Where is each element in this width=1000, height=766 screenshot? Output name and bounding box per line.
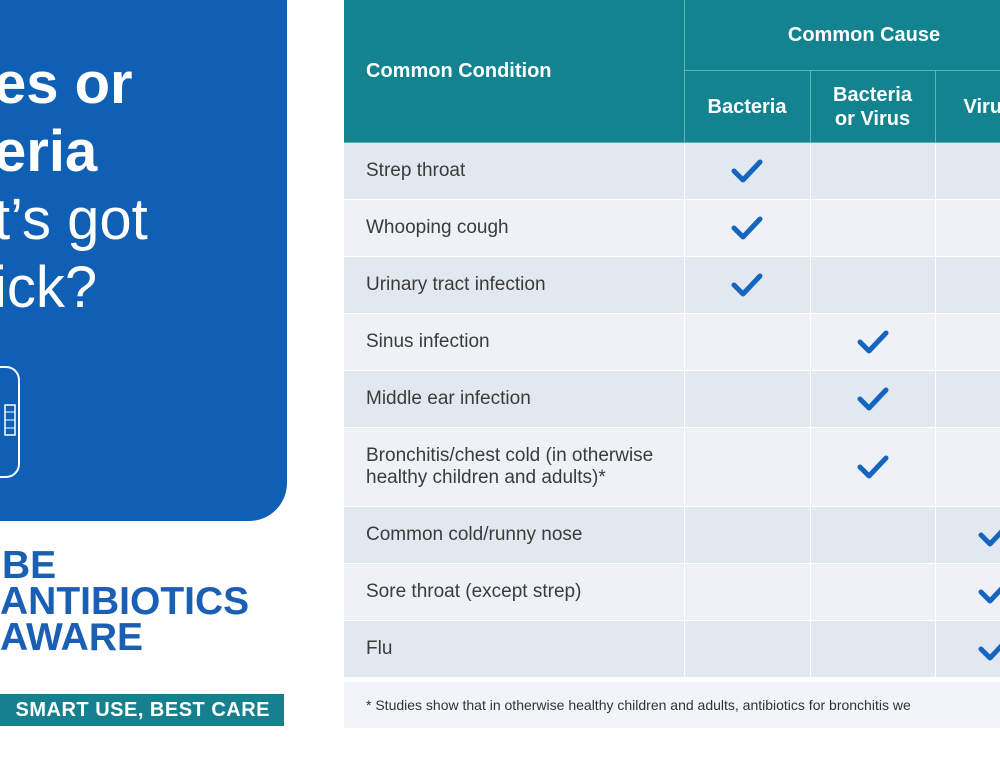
- cause-cell: [810, 256, 936, 314]
- cause-cell: [810, 427, 936, 507]
- cause-cell: [810, 370, 936, 428]
- bacteria-header: Bacteria: [684, 70, 811, 143]
- cause-cell: [935, 370, 1000, 428]
- checkmark-icon: [731, 159, 763, 183]
- headline-line-1: es or: [0, 51, 133, 116]
- cause-cell: [810, 620, 936, 678]
- condition-cell: Bronchitis/chest cold (in otherwise heal…: [344, 427, 685, 507]
- cause-cell: [684, 620, 811, 678]
- condition-cell: Strep throat: [344, 142, 685, 200]
- checkmark-icon: [978, 643, 1000, 661]
- checkmark-icon: [857, 455, 888, 479]
- table-row: Strep throat: [344, 142, 1000, 200]
- table-row: Sinus infection: [344, 313, 1000, 371]
- cause-cell: [935, 313, 1000, 371]
- condition-cell: Sore throat (except strep): [344, 563, 685, 621]
- cause-cell: [684, 370, 811, 428]
- cause-cell: [810, 563, 936, 621]
- table-row: Whooping cough: [344, 199, 1000, 257]
- cause-cell: [810, 199, 936, 257]
- cause-cell: [684, 506, 811, 564]
- logo-line-1: BE: [2, 544, 57, 587]
- checkmark-icon: [857, 330, 888, 354]
- headline-panel: es or eria t’s got ick?: [0, 0, 287, 521]
- cause-cell: [935, 506, 1000, 564]
- cause-cell: [935, 256, 1000, 314]
- table-row: Middle ear infection: [344, 370, 1000, 428]
- be-antibiotics-aware-logo: BE ANTIBIOTICS AWARE: [0, 544, 290, 659]
- logo-line-3: AWARE: [0, 616, 144, 659]
- cause-cell: [684, 427, 811, 507]
- cause-cell: [684, 199, 811, 257]
- cause-cell: [935, 142, 1000, 200]
- condition-cell: Middle ear infection: [344, 370, 685, 428]
- checkmark-icon: [978, 586, 1000, 604]
- cause-cell: [684, 256, 811, 314]
- checkmark-icon: [731, 273, 763, 297]
- headline-line-2: eria: [0, 119, 98, 184]
- table-row: Flu: [344, 620, 1000, 678]
- table-body: Strep throat Whooping cough Urinary tract …: [344, 142, 1000, 678]
- icon-card: [0, 366, 20, 478]
- cause-cell: [684, 563, 811, 621]
- cause-cell: [810, 506, 936, 564]
- grid-icon: [4, 404, 16, 436]
- logo-tagline: SMART USE, BEST CARE: [0, 694, 284, 726]
- cause-cell: [810, 142, 936, 200]
- condition-text: Bronchitis/chest cold (in otherwise heal…: [366, 445, 654, 488]
- table-row: Sore throat (except strep): [344, 563, 1000, 621]
- checkmark-icon: [978, 529, 1000, 547]
- condition-cell: Common cold/runny nose: [344, 506, 685, 564]
- common-cause-header: Common Cause: [684, 0, 1000, 71]
- checkmark-icon: [857, 387, 888, 411]
- checkmark-icon: [731, 216, 763, 240]
- cause-cell: [935, 199, 1000, 257]
- bacteria-or-virus-header: Bacteria or Virus: [810, 70, 936, 143]
- cause-cell: [684, 142, 811, 200]
- bacteria-or-virus-label: Bacteria or Virus: [833, 83, 912, 130]
- condition-header: Common Condition: [344, 0, 685, 143]
- cause-table-container: Common Condition Common Cause Bacteria B…: [344, 0, 1000, 728]
- condition-cell: Urinary tract infection: [344, 256, 685, 314]
- headline: es or eria t’s got ick?: [0, 50, 148, 322]
- logo-line-2: ANTIBIOTICS: [0, 580, 250, 623]
- cause-table: Common Condition Common Cause Bacteria B…: [344, 0, 1000, 678]
- table-row: Urinary tract infection: [344, 256, 1000, 314]
- cause-cell: [935, 427, 1000, 507]
- cause-cell: [935, 563, 1000, 621]
- footnote: * Studies show that in otherwise healthy…: [344, 682, 1000, 728]
- condition-cell: Sinus infection: [344, 313, 685, 371]
- cause-cell: [810, 313, 936, 371]
- condition-cell: Flu: [344, 620, 685, 678]
- cause-cell: [684, 313, 811, 371]
- headline-line-3: t’s got: [0, 187, 148, 252]
- table-row: Bronchitis/chest cold (in otherwise heal…: [344, 427, 1000, 507]
- table-row: Common cold/runny nose: [344, 506, 1000, 564]
- cause-cell: [935, 620, 1000, 678]
- headline-line-4: ick?: [0, 255, 98, 320]
- virus-header: Viru: [935, 70, 1000, 143]
- condition-cell: Whooping cough: [344, 199, 685, 257]
